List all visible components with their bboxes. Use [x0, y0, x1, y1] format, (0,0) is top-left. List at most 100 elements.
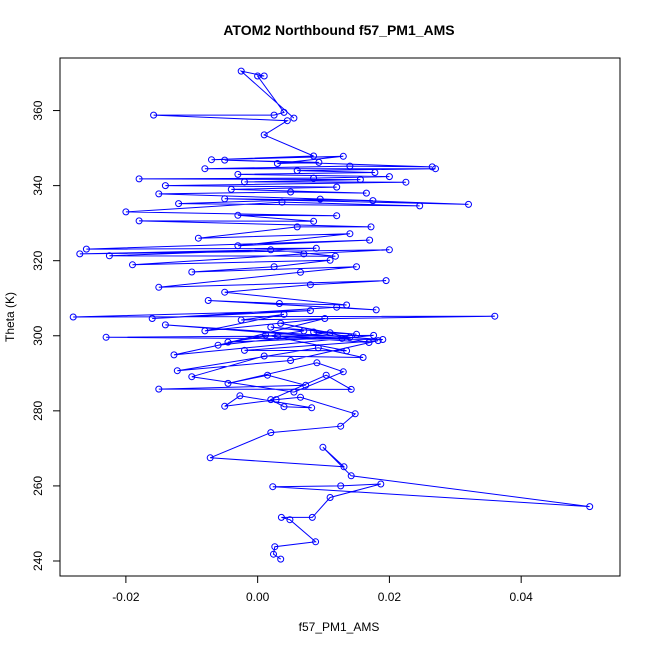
data-point [254, 72, 262, 80]
data-point [221, 402, 229, 410]
data-point [267, 323, 275, 331]
data-point [188, 373, 196, 381]
series-line [73, 70, 590, 560]
data-point [135, 217, 143, 225]
data-point [267, 429, 275, 437]
data-point [122, 208, 130, 216]
data-point [337, 422, 345, 430]
data-point [359, 354, 367, 361]
data-point [300, 250, 308, 258]
data-point [293, 223, 301, 231]
data-point [129, 261, 136, 269]
data-point [76, 250, 84, 258]
data-point [241, 346, 248, 354]
data-point [321, 315, 329, 322]
data-point [371, 169, 379, 176]
data-point [208, 156, 215, 164]
data-point [221, 195, 229, 203]
data-point [237, 67, 245, 75]
data-point [333, 212, 341, 220]
data-point [290, 114, 298, 122]
data-point [161, 321, 169, 329]
data-point [224, 338, 232, 346]
data-point [310, 152, 318, 160]
data-point [351, 410, 359, 418]
data-point [370, 331, 378, 339]
data-point [586, 503, 594, 511]
x-axis: -0.02 0.00 0.02 0.04 [112, 575, 533, 604]
data-point [277, 555, 285, 563]
data-point [293, 167, 301, 175]
data-point [347, 385, 355, 393]
data-point [273, 160, 281, 167]
y-tick-label: 240 [31, 551, 45, 571]
data-point [267, 396, 275, 404]
data-point [319, 443, 327, 451]
data-point [269, 483, 277, 491]
data-point [316, 195, 324, 203]
data-point [280, 108, 288, 116]
data-point [286, 516, 294, 524]
data-point [297, 393, 304, 401]
data-point [155, 190, 163, 198]
data-point [280, 403, 288, 411]
data-point [287, 188, 295, 196]
data-point [188, 268, 196, 276]
data-point [82, 245, 90, 253]
data-point [367, 223, 375, 231]
data-point [339, 368, 347, 376]
data-point [161, 182, 169, 190]
data-point [194, 234, 202, 242]
data-point [155, 283, 163, 291]
x-tick-label: -0.02 [112, 590, 140, 604]
data-point [260, 131, 268, 139]
data-point [287, 357, 295, 364]
data-point [170, 351, 178, 359]
data-point [333, 303, 341, 311]
data-point [155, 385, 163, 393]
data-point [297, 268, 304, 276]
data-point [264, 371, 271, 379]
data-point [315, 158, 323, 166]
data-point [148, 315, 156, 322]
data-point [308, 404, 316, 412]
data-point [338, 334, 346, 342]
data-point [201, 327, 209, 335]
data-point [337, 482, 345, 490]
y-axis-label: Theta (K) [3, 292, 17, 342]
y-axis: 240 260 280 300 320 340 360 [31, 100, 61, 571]
data-point [310, 328, 318, 336]
data-point [234, 170, 242, 178]
data-point [346, 230, 354, 238]
data-point [374, 337, 382, 345]
data-point [105, 252, 113, 260]
data-point [365, 339, 373, 346]
data-point [347, 472, 355, 480]
data-point [322, 371, 330, 379]
data-point [372, 306, 380, 314]
data-point [333, 183, 341, 191]
data-point [356, 176, 364, 184]
data-point [331, 252, 339, 260]
x-axis-label: f57_PM1_AMS [299, 620, 380, 634]
data-point [150, 111, 158, 119]
data-point [270, 550, 277, 558]
data-point [465, 200, 472, 208]
chart-title: ATOM2 Northbound f57_PM1_AMS [223, 22, 454, 38]
data-point [432, 165, 439, 173]
data-point [346, 162, 354, 170]
data-point [237, 316, 245, 324]
data-point [270, 111, 278, 119]
data-point [382, 277, 390, 285]
data-point [416, 202, 424, 210]
data-point [283, 117, 291, 125]
data-point [173, 367, 181, 375]
data-point [343, 347, 351, 355]
data-point [278, 198, 286, 206]
data-point [267, 246, 275, 254]
x-tick-label: 0.00 [246, 590, 270, 604]
data-point [353, 263, 360, 271]
data-point [273, 332, 281, 340]
data-point [221, 156, 229, 164]
